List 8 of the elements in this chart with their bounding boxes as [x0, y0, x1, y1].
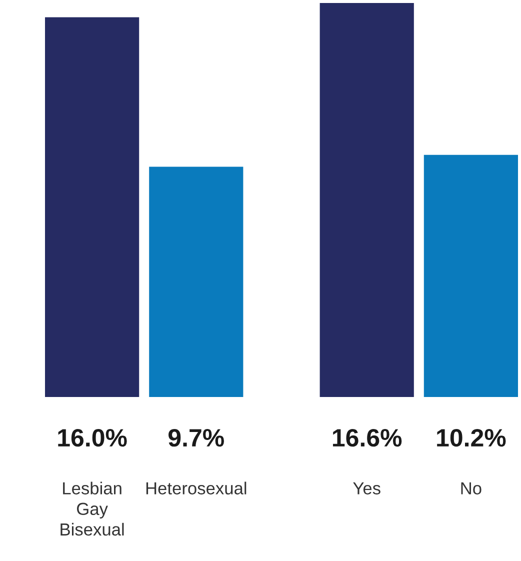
x-tick-label: Lesbian Gay Bisexual [60, 482, 124, 536]
data-label: 9.7% [168, 428, 224, 447]
x-tick-label: No [461, 482, 482, 494]
data-label: 16.0% [58, 428, 127, 447]
data-label: 16.6% [332, 428, 402, 447]
x-tick-label: Heterosexual [146, 482, 246, 494]
data-label: 10.2% [437, 428, 506, 447]
x-tick-label: Yes [353, 482, 380, 494]
